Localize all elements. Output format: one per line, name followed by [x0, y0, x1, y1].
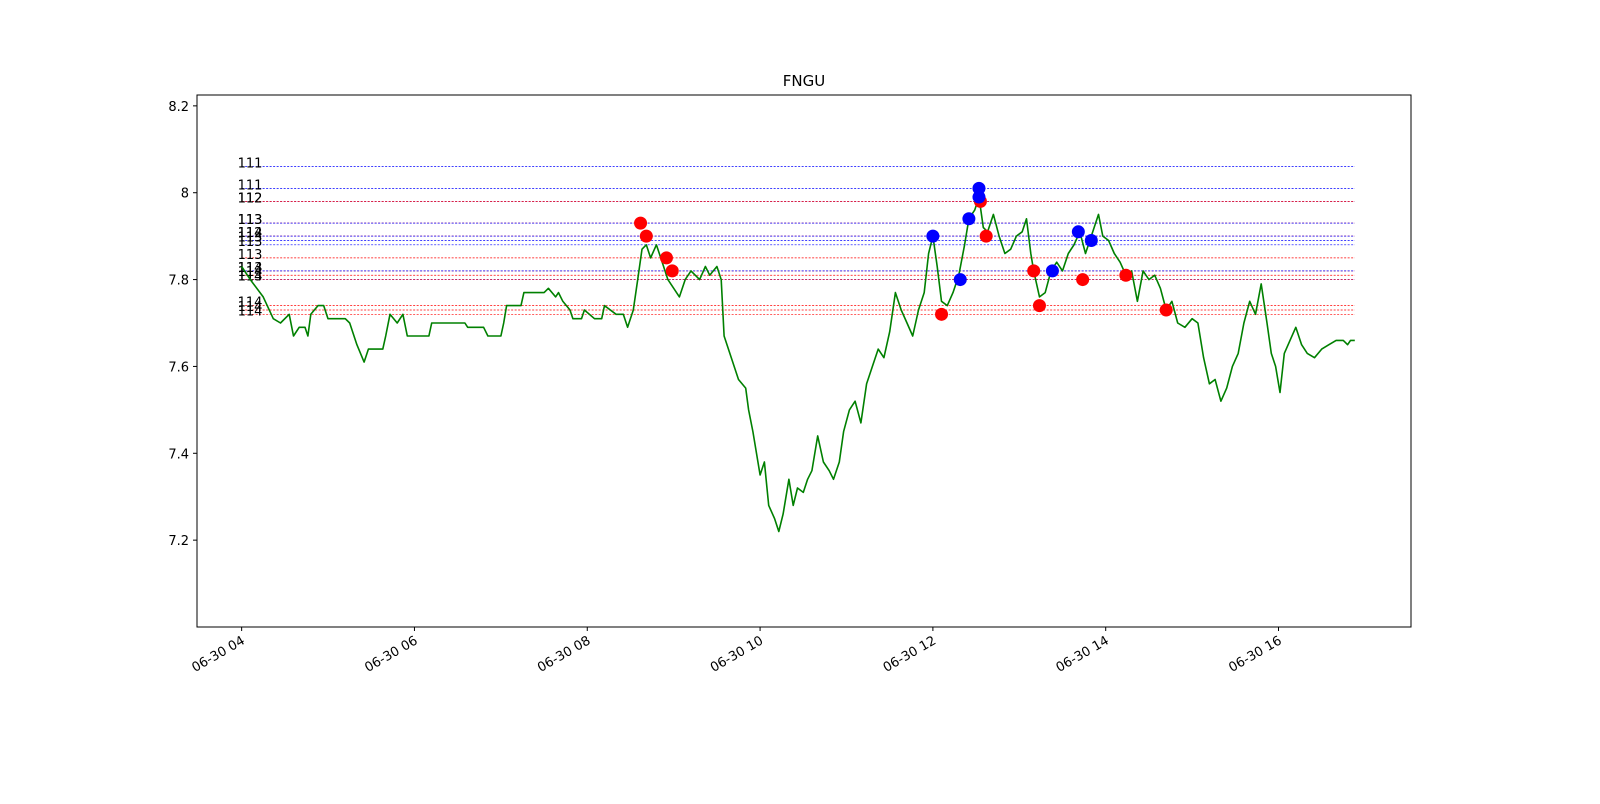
level-label: 113	[238, 230, 263, 245]
signal-marker	[1032, 299, 1046, 313]
signal-marker	[979, 229, 993, 243]
y-tick-label: 7.8	[168, 274, 189, 289]
level-label: 113	[238, 248, 263, 263]
level-label: 114	[238, 270, 263, 285]
level-label: 113	[238, 213, 263, 228]
level-label: 114	[238, 300, 263, 315]
level-label: 112	[238, 191, 263, 206]
level-label: 113	[238, 270, 263, 285]
signal-marker	[639, 229, 653, 243]
signal-marker	[1045, 264, 1059, 278]
signal-marker	[1159, 303, 1173, 317]
signal-marker	[1076, 273, 1090, 287]
signal-marker	[659, 251, 673, 265]
signal-marker	[962, 212, 976, 226]
signal-marker	[972, 181, 986, 195]
signal-marker	[1119, 268, 1133, 282]
signal-marker	[665, 264, 679, 278]
level-label: 113	[238, 213, 263, 228]
level-label: 111	[238, 178, 263, 193]
level-label: 114	[238, 261, 263, 276]
signal-marker	[935, 307, 949, 321]
level-label: 112	[238, 191, 263, 206]
chart-title: FNGU	[783, 72, 825, 90]
y-tick-label: 8.2	[168, 100, 189, 115]
level-label: 113	[238, 261, 263, 276]
signal-marker	[1027, 264, 1041, 278]
price-line	[240, 196, 1355, 533]
signal-marker	[953, 273, 967, 287]
y-tick-label: 7.6	[168, 360, 189, 375]
y-tick-label: 8	[181, 187, 189, 202]
level-label: 113	[238, 235, 263, 250]
y-tick-label: 7.2	[168, 534, 189, 549]
level-label: 111	[238, 157, 263, 172]
y-tick-label: 7.4	[168, 447, 189, 462]
signal-marker	[926, 229, 940, 243]
signal-marker	[1071, 225, 1085, 239]
signal-marker	[1084, 233, 1098, 247]
level-label: 114	[238, 296, 263, 311]
level-label: 114	[238, 304, 263, 319]
level-label: 112	[238, 226, 263, 241]
level-label: 114	[238, 226, 263, 241]
plot-frame	[196, 94, 1412, 628]
signal-marker	[634, 216, 648, 230]
